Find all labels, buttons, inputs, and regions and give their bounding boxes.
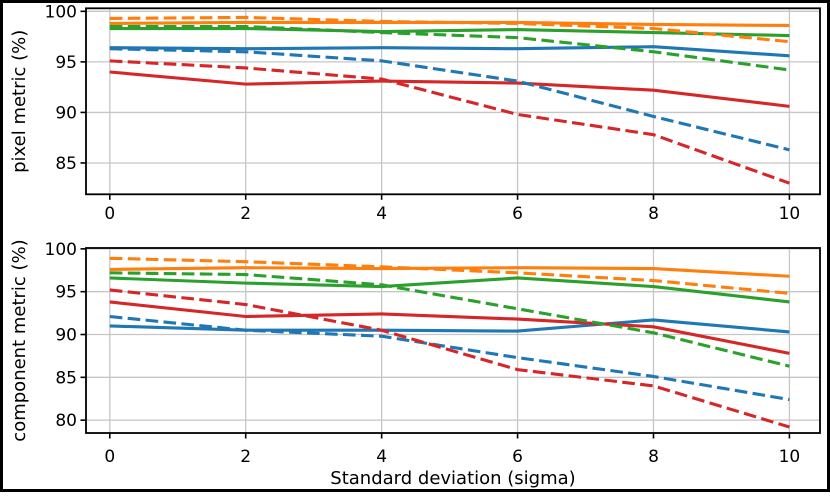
series-component-orange-solid bbox=[109, 266, 790, 278]
series-component-blue-dashed bbox=[109, 314, 790, 402]
series-pixel-red-dashed bbox=[109, 59, 790, 185]
x-tick-label: 6 bbox=[512, 204, 523, 224]
x-axis-label: Standard deviation (sigma) bbox=[330, 468, 575, 489]
y-tick-label: 100 bbox=[45, 240, 77, 260]
x-tick-label: 0 bbox=[104, 204, 115, 224]
series-pixel-green-dashed bbox=[109, 24, 790, 72]
y-tick-label: 80 bbox=[55, 411, 77, 431]
series-pixel-orange-solid bbox=[109, 20, 790, 28]
series-pixel-green-solid bbox=[109, 26, 790, 38]
series-pixel-blue-dashed bbox=[109, 47, 790, 152]
axes-spines bbox=[85, 7, 821, 196]
series-component-blue-solid bbox=[109, 318, 790, 334]
x-tick-label: 8 bbox=[648, 447, 659, 467]
x-tick-label: 2 bbox=[240, 204, 251, 224]
y-tick-label: 85 bbox=[55, 154, 77, 174]
series-pixel-blue-solid bbox=[109, 45, 790, 58]
y-tick-label: 95 bbox=[55, 53, 77, 73]
y-axis-label: pixel metric (%) bbox=[9, 30, 30, 173]
series-pixel-red-solid bbox=[109, 70, 790, 108]
x-tick-label: 4 bbox=[376, 447, 387, 467]
series-component-green-dashed bbox=[109, 271, 790, 368]
y-tick-label: 85 bbox=[55, 368, 77, 388]
x-tick-label: 4 bbox=[376, 204, 387, 224]
y-tick-label: 95 bbox=[55, 283, 77, 303]
series-component-red-solid bbox=[109, 300, 790, 355]
series-pixel-orange-dashed bbox=[109, 15, 790, 44]
y-axis-label: component metric (%) bbox=[9, 239, 30, 441]
x-tick-label: 10 bbox=[779, 204, 801, 224]
series-component-orange-dashed bbox=[109, 256, 790, 295]
series-component-green-solid bbox=[109, 276, 790, 304]
x-tick-label: 0 bbox=[104, 447, 115, 467]
y-tick-label: 90 bbox=[55, 326, 77, 346]
x-tick-label: 2 bbox=[240, 447, 251, 467]
series-component-red-dashed bbox=[109, 288, 790, 429]
x-tick-label: 10 bbox=[779, 447, 801, 467]
y-tick-label: 100 bbox=[45, 2, 77, 22]
axes-spines bbox=[85, 247, 821, 434]
y-tick-label: 90 bbox=[55, 103, 77, 123]
x-tick-label: 8 bbox=[648, 204, 659, 224]
x-tick-label: 6 bbox=[512, 447, 523, 467]
